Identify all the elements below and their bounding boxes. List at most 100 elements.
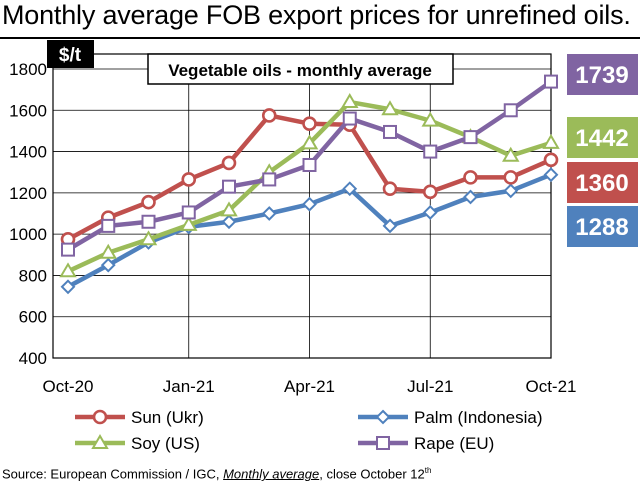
y-axis-label: $/t (59, 45, 82, 66)
data-point (381, 100, 399, 116)
data-point (302, 116, 317, 132)
data-point (141, 194, 156, 210)
legend: Sun (Ukr) Palm (Indonesia) Soy (US) Rape (E… (75, 408, 543, 453)
end-label-value: 1288 (575, 214, 628, 241)
data-point (421, 111, 439, 127)
source-prefix: Source: European Commission / IGC, (2, 466, 224, 482)
data-point (91, 434, 109, 449)
y-tick-label: 600 (19, 308, 47, 327)
legend-label: Palm (Indonesia) (414, 408, 543, 427)
y-tick-label: 1200 (9, 184, 47, 203)
title-rule (0, 37, 640, 39)
x-tick-label: Oct-20 (42, 377, 93, 396)
x-tick-label: Apr-21 (284, 377, 335, 396)
data-point (422, 184, 438, 200)
end-label-box (567, 117, 638, 158)
series-rape-eu (61, 74, 558, 257)
source-suffix: , close October 12 (319, 466, 425, 482)
data-point (261, 206, 277, 221)
data-point (463, 189, 478, 205)
data-point (221, 155, 237, 171)
data-point (221, 214, 237, 230)
source-note: Source: European Commission / IGC, Month… (2, 466, 431, 481)
data-point (503, 170, 519, 185)
data-point (99, 243, 117, 259)
y-tick-label: 400 (19, 349, 47, 368)
data-point (542, 133, 560, 149)
end-label-box (567, 54, 638, 95)
source-sup: th (424, 466, 432, 475)
data-point (376, 436, 390, 450)
data-point (60, 279, 76, 295)
data-point (101, 218, 116, 233)
data-point (222, 179, 236, 194)
data-point (342, 181, 358, 197)
end-label: 1288 (567, 206, 638, 247)
end-value-labels: 1360 1288 1442 1739 (567, 54, 638, 247)
y-axis-ticks: 400 600 800 1000 1200 1400 1600 1800 (9, 60, 47, 368)
data-point (61, 242, 75, 257)
legend-item: Soy (US) (75, 434, 200, 453)
data-point (181, 205, 196, 220)
data-point (543, 167, 559, 183)
data-point (141, 214, 156, 229)
end-label-value: 1739 (575, 62, 628, 89)
legend-label: Rape (EU) (414, 434, 494, 453)
data-point (342, 111, 357, 126)
end-label: 1739 (567, 54, 638, 95)
data-point (261, 108, 277, 123)
end-label-value: 1442 (575, 125, 628, 152)
x-axis-ticks: Oct-20 Jan-21 Apr-21 Jul-21 Oct-21 (42, 377, 576, 396)
legend-item: Rape (EU) (358, 434, 494, 453)
y-tick-label: 800 (19, 266, 47, 285)
x-tick-label: Oct-21 (525, 377, 576, 396)
y-tick-label: 1000 (9, 225, 47, 244)
end-label-value: 1360 (575, 170, 628, 197)
source-link[interactable]: Monthly average (223, 466, 320, 482)
y-tick-label: 1600 (9, 101, 47, 120)
legend-label: Sun (Ukr) (131, 408, 204, 427)
data-point (503, 183, 519, 199)
data-point (463, 130, 478, 145)
x-tick-label: Jan-21 (163, 377, 215, 396)
legend-item: Palm (Indonesia) (358, 408, 543, 427)
data-point (544, 74, 558, 89)
data-point (382, 181, 398, 197)
data-point (302, 157, 317, 172)
data-point (341, 93, 359, 109)
data-point (181, 172, 197, 187)
data-point (383, 124, 397, 139)
page-title: Monthly average FOB export prices for un… (2, 0, 631, 30)
data-point (423, 144, 438, 159)
legend-label: Soy (US) (131, 434, 200, 453)
data-point (139, 230, 158, 246)
y-unit-box (47, 40, 94, 68)
data-point (382, 218, 398, 234)
chart-title-box (147, 53, 454, 85)
data-point (180, 215, 198, 231)
end-label-box (567, 162, 638, 203)
end-label-box (567, 206, 638, 247)
end-label: 1442 (567, 117, 638, 158)
data-point (92, 409, 108, 425)
data-point (300, 134, 319, 150)
data-point (463, 170, 478, 185)
y-tick-label: 1800 (9, 60, 47, 79)
x-tick-label: Jul-21 (407, 377, 453, 396)
data-point (59, 262, 77, 278)
series-layer (59, 74, 560, 295)
legend-item: Sun (Ukr) (75, 408, 204, 427)
data-point (262, 172, 277, 187)
data-point (502, 146, 520, 162)
data-point (422, 205, 438, 220)
data-point (302, 196, 317, 212)
chart-title: Vegetable oils - monthly average (168, 61, 432, 80)
data-point (220, 201, 238, 217)
data-point (375, 409, 391, 425)
data-point (100, 257, 116, 273)
gridlines (53, 54, 551, 358)
y-tick-label: 1400 (9, 143, 47, 162)
end-label: 1360 (567, 162, 638, 203)
data-point (543, 152, 559, 168)
